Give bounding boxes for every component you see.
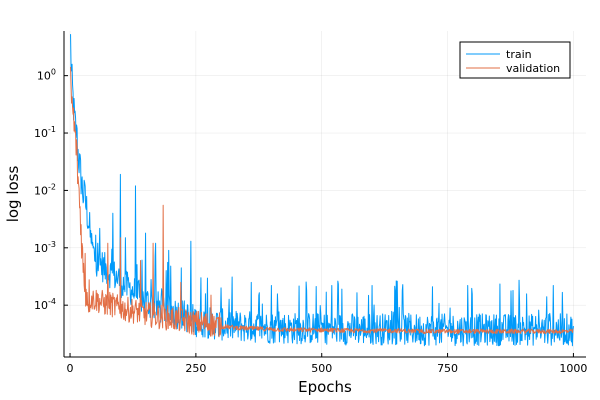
y-tick-label: 10-3 — [34, 240, 56, 255]
y-ticks: 100 10-1 10-2 10-3 10-4 — [34, 68, 68, 312]
y-axis-title: log loss — [4, 166, 22, 223]
grid — [64, 31, 586, 357]
legend: train validation — [459, 41, 571, 79]
x-tick-label: 500 — [311, 362, 332, 375]
legend-box — [459, 41, 571, 79]
series-line-validation — [70, 66, 574, 338]
series-layer — [70, 34, 574, 347]
axes — [63, 31, 586, 358]
x-tick-label: 250 — [185, 362, 206, 375]
x-ticks: 0 250 500 750 1000 — [67, 353, 587, 375]
y-tick-label: 100 — [37, 68, 56, 83]
legend-label-train: train — [506, 48, 532, 61]
x-tick-label: 1000 — [559, 362, 587, 375]
legend-label-validation: validation — [506, 62, 560, 75]
x-tick-label: 0 — [67, 362, 74, 375]
x-axis-title: Epochs — [298, 378, 352, 396]
x-tick-label: 750 — [437, 362, 458, 375]
y-tick-label: 10-2 — [34, 182, 56, 197]
y-tick-label: 10-1 — [34, 125, 56, 140]
y-tick-label: 10-4 — [34, 297, 56, 312]
